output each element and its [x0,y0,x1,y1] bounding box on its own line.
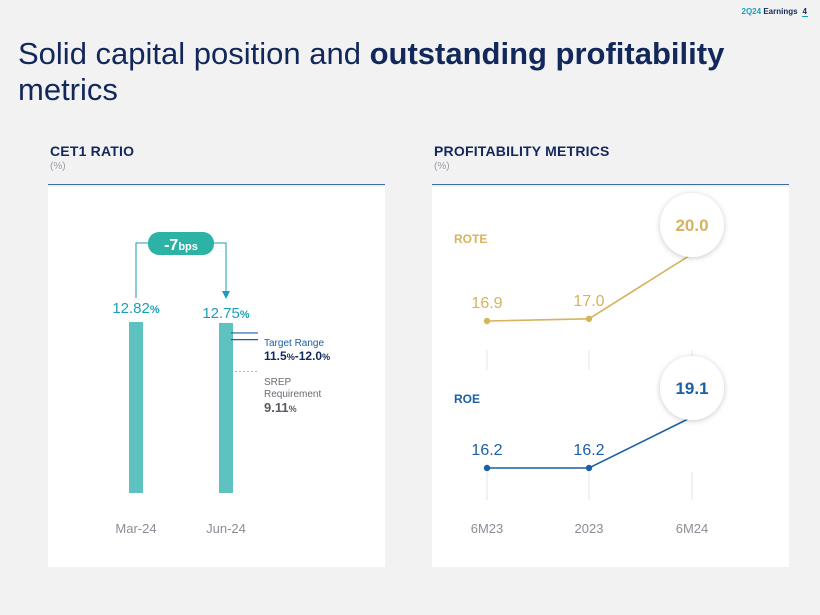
x-tick-mar-24: Mar-24 [115,521,156,536]
profitability-unit: (%) [434,161,450,172]
cet1-panel [48,187,385,567]
srep-label-line1: SREP [264,377,292,388]
roe-value-6m23: 16.2 [471,442,502,459]
x-tick-2023: 2023 [575,521,604,536]
page-title: Solid capital position and outstanding p… [18,36,808,108]
cet1-unit: (%) [50,161,66,172]
profitability-divider [432,184,789,185]
title-regular: Solid capital position and [18,36,370,71]
title-bold: outstanding profitability [369,36,725,71]
rote-value-6m23: 16.9 [471,295,502,312]
roe-value-2023: 16.2 [573,442,604,459]
vertical-guide-lines [486,350,693,500]
target-range-value: 11.5%-12.0% [264,349,330,363]
change-arrowhead [222,291,230,299]
bar-value-label-mar-24: 12.82% [112,300,160,317]
x-tick-jun-24: Jun-24 [206,521,246,536]
title-line2: metrics [18,72,118,107]
bar-mar-24 [129,322,143,493]
change-label: -7bps [164,237,198,254]
srep-value: 9.11% [264,400,297,415]
page-header-tag: 2Q24 Earnings 4 [741,7,808,17]
roe-value-6m24: 19.1 [675,379,708,398]
bar-value-label-jun-24: 12.75% [202,305,250,322]
rote-value-2023: 17.0 [573,293,604,310]
rote-point-6m23 [483,317,491,325]
cet1-section-title: CET1 RATIO [50,143,135,159]
rote-line [486,253,693,322]
bar-jun-24 [219,322,233,493]
rote-highlight-circle [660,193,724,257]
series-label-roe: ROE [454,392,480,406]
series-label-rote: ROTE [454,232,487,246]
x-tick-6m24: 6M24 [676,521,709,536]
roe-point-2023 [585,464,593,472]
roe-highlight-circle [660,356,724,420]
roe-point-6m23 [483,464,491,472]
cet1-divider [48,184,385,185]
profitability-section-title: PROFITABILITY METRICS [434,143,610,159]
change-pill [148,232,214,255]
srep-label-line2: Requirement [264,389,321,400]
rote-value-6m24: 20.0 [675,216,708,235]
profitability-panel [432,187,789,567]
target-range-label: Target Range [264,338,324,349]
x-tick-6m23: 6M23 [471,521,504,536]
rote-point-2023 [585,315,593,323]
page-number: 4 [801,7,808,17]
report-label: 2Q24 Earnings [741,7,798,16]
